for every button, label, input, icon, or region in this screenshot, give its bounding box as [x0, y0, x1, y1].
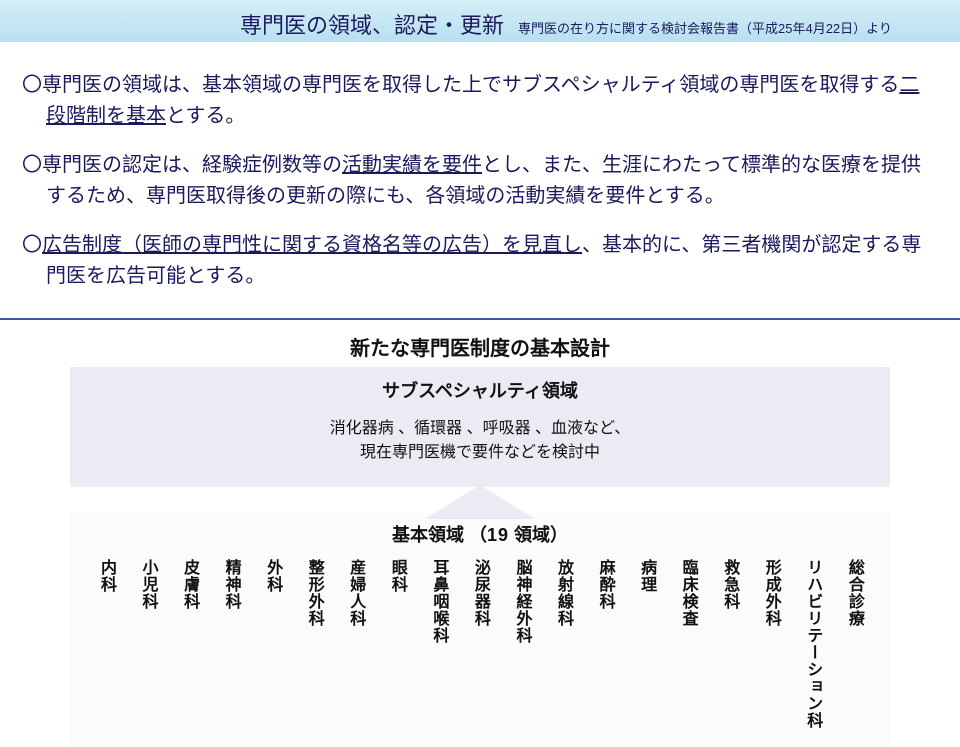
domain-item: 精神科 — [223, 559, 239, 610]
base-domain-title: 基本領域 （19 領域） — [82, 521, 878, 547]
domain-item: 小児科 — [140, 559, 156, 610]
base-title-post: 領域） — [509, 525, 568, 545]
domain-item: 皮膚科 — [181, 559, 197, 610]
base-domain-box: 基本領域 （19 領域） 内科 小児科 皮膚科 精神科 外科 整形外科 産婦人科… — [70, 513, 890, 747]
domain-item: 臨床検査 — [680, 559, 696, 627]
bullet-1-post: とする。 — [166, 105, 245, 127]
domain-item: 産婦人科 — [347, 559, 363, 627]
bullet-3-pre: 〇 — [22, 234, 42, 256]
bullet-1-pre: 〇専門医の領域は、基本領域の専門医を取得した上でサブスペシャルティ領域の専門医を… — [22, 74, 899, 96]
bullet-3: 〇広告制度（医師の専門性に関する資格名等の広告）を見直し、基本的に、第三者機関が… — [22, 230, 936, 292]
domain-item: 耳鼻咽喉科 — [430, 559, 446, 644]
up-arrow-icon — [425, 485, 535, 519]
domain-item: 脳神経外科 — [513, 559, 529, 644]
domain-item: 内科 — [98, 559, 114, 593]
header-bar: 専門医の領域、認定・更新 専門医の在り方に関する検討会報告書（平成25年4月22… — [0, 0, 960, 42]
base-title-count: 19 — [487, 525, 509, 545]
domain-item: リハビリテーション科 — [804, 559, 820, 729]
bullet-1: 〇専門医の領域は、基本領域の専門医を取得した上でサブスペシャルティ領域の専門医を… — [22, 70, 936, 132]
summary-bullets: 〇専門医の領域は、基本領域の専門医を取得した上でサブスペシャルティ領域の専門医を… — [0, 42, 960, 320]
domain-item: 泌尿器科 — [472, 559, 488, 627]
domain-item: 病理 — [638, 559, 654, 593]
subspecialty-line1: 消化器病 、循環器 、呼吸器 、血液など、 — [330, 420, 631, 437]
domain-item: 眼科 — [389, 559, 405, 593]
diagram-title: 新たな専門医制度の基本設計 — [0, 332, 960, 361]
subspecialty-line2: 現在専門医機で要件などを検討中 — [360, 444, 600, 461]
header-subtitle: 専門医の在り方に関する検討会報告書（平成25年4月22日）より — [518, 18, 892, 37]
subspecialty-title: サブスペシャルティ領域 — [82, 377, 878, 403]
domain-item: 麻酔科 — [597, 559, 613, 610]
subspecialty-box: サブスペシャルティ領域 消化器病 、循環器 、呼吸器 、血液など、 現在専門医機… — [70, 367, 890, 487]
domains-row: 内科 小児科 皮膚科 精神科 外科 整形外科 産婦人科 眼科 耳鼻咽喉科 泌尿器… — [82, 559, 878, 729]
bullet-2-underline: 活動実績を要件 — [342, 154, 482, 176]
domain-item: 形成外科 — [763, 559, 779, 627]
bullet-3-underline: 広告制度（医師の専門性に関する資格名等の広告）を見直し — [42, 234, 582, 256]
subspecialty-body: 消化器病 、循環器 、呼吸器 、血液など、 現在専門医機で要件などを検討中 — [82, 417, 878, 465]
domain-item: 救急科 — [721, 559, 737, 610]
bullet-2-pre: 〇専門医の認定は、経験症例数等の — [22, 154, 342, 176]
domain-item: 外科 — [264, 559, 280, 593]
diagram: サブスペシャルティ領域 消化器病 、循環器 、呼吸器 、血液など、 現在専門医機… — [0, 367, 960, 747]
domain-item: 放射線科 — [555, 559, 571, 627]
domain-item: 整形外科 — [306, 559, 322, 627]
domain-item: 総合診療 — [846, 559, 862, 627]
base-title-pre: 基本領域 （ — [392, 525, 487, 545]
header-title: 専門医の領域、認定・更新 — [240, 8, 504, 40]
bullet-2: 〇専門医の認定は、経験症例数等の活動実績を要件とし、また、生涯にわたって標準的な… — [22, 150, 936, 212]
